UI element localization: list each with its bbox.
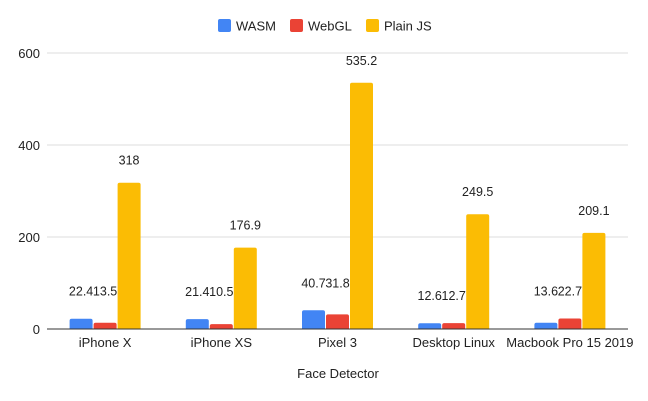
bar-wasm[interactable] — [418, 323, 442, 329]
bar-plain-js[interactable] — [582, 232, 606, 329]
data-label: 535.2 — [346, 54, 377, 68]
data-label: 209.1 — [578, 204, 609, 218]
bar-wasm[interactable] — [185, 319, 209, 329]
data-label: 22.4 — [69, 285, 93, 299]
x-tick-label: iPhone X — [79, 335, 132, 350]
data-label: 40.7 — [301, 276, 325, 290]
bars — [69, 82, 606, 329]
data-label: 318 — [119, 154, 140, 168]
x-tick-label: iPhone XS — [191, 335, 253, 350]
x-tick-label: Macbook Pro 15 2019 — [506, 335, 633, 350]
legend-label: WebGL — [308, 19, 352, 34]
data-label: 31.8 — [325, 276, 349, 290]
y-tick-label: 0 — [33, 322, 40, 337]
axes: iPhone X iPhone XS Pixel 3 Desktop Linux Mac… — [47, 328, 634, 350]
legend-item-wasm[interactable]: WASM — [218, 19, 276, 34]
legend-label: Plain JS — [384, 19, 432, 34]
legend-swatch — [366, 19, 379, 32]
x-tick-label: Desktop Linux — [413, 335, 496, 350]
bar-webgl[interactable] — [209, 324, 233, 329]
data-label: 12.6 — [418, 289, 442, 303]
legend[interactable]: WASM WebGL Plain JS — [218, 19, 432, 34]
data-label: 13.5 — [93, 285, 117, 299]
legend-label: WASM — [236, 19, 276, 34]
bar-plain-js[interactable] — [117, 182, 141, 329]
y-tick-label: 400 — [18, 138, 40, 153]
bar-plain-js[interactable] — [233, 247, 257, 329]
data-label: 176.9 — [230, 219, 261, 233]
legend-item-webgl[interactable]: WebGL — [290, 19, 352, 34]
bar-wasm[interactable] — [302, 310, 325, 329]
gridlines: 0 200 400 600 — [18, 46, 628, 337]
data-label: 13.6 — [534, 285, 558, 299]
bar-webgl[interactable] — [442, 323, 466, 329]
bar-plain-js[interactable] — [466, 214, 490, 329]
y-tick-label: 200 — [18, 230, 40, 245]
legend-item-plain-js[interactable]: Plain JS — [366, 19, 432, 34]
data-label: 22.7 — [558, 285, 582, 299]
legend-swatch — [218, 19, 231, 32]
bar-wasm[interactable] — [69, 318, 93, 329]
y-tick-label: 600 — [18, 46, 40, 61]
bar-webgl[interactable] — [558, 318, 582, 329]
x-tick-label: Pixel 3 — [318, 335, 357, 350]
data-label: 10.5 — [209, 285, 233, 299]
x-axis-title: Face Detector — [297, 366, 379, 381]
bar-wasm[interactable] — [534, 322, 558, 329]
legend-swatch — [290, 19, 303, 32]
data-labels: 22.4 13.5 318 21.4 10.5 176.9 40.7 31.8 535.2 12.… — [69, 54, 610, 303]
bar-webgl[interactable] — [93, 322, 117, 329]
data-label: 249.5 — [462, 185, 493, 199]
data-label: 12.7 — [442, 289, 466, 303]
bar-webgl[interactable] — [326, 314, 349, 329]
bar-plain-js[interactable] — [350, 82, 373, 329]
data-label: 21.4 — [185, 285, 209, 299]
